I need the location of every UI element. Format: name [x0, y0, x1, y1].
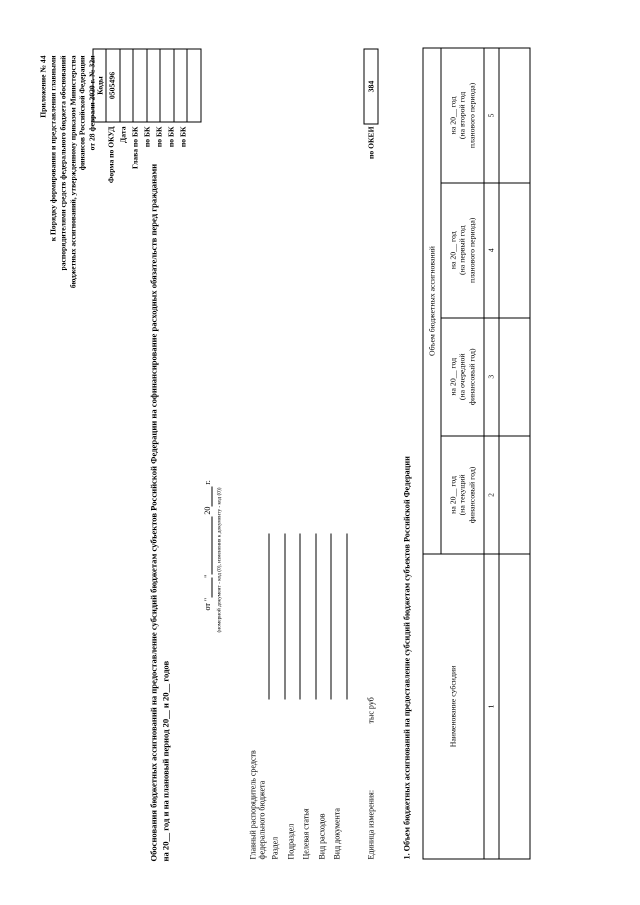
date-prefix: от " — [202, 597, 212, 610]
appendix-line-4: бюджетных ассигнований, утвержденному пр… — [68, 55, 78, 288]
label-podrazdel: Подраздел — [286, 823, 295, 859]
okei-label: по ОКЕИ — [366, 126, 376, 159]
th-year-plan-1: на 20__ год (на первый год планового пер… — [441, 182, 484, 318]
label-vid-rashodov: Вид расходов — [317, 813, 326, 859]
field-vid-rashodov[interactable] — [319, 533, 335, 699]
code-label-bk-3: по БК — [166, 126, 176, 147]
code-label-okud: Форма по ОКУД — [106, 126, 116, 183]
page-title: Обоснования бюджетных ассигнований на пр… — [149, 161, 172, 861]
th-year-plan-1-note2: планового периода) — [467, 217, 477, 283]
code-value-bk-1[interactable] — [146, 48, 161, 122]
label-main-manager: Главный распорядитель средств федеральног… — [248, 749, 267, 859]
date-suffix: г. — [202, 479, 212, 485]
field-main-manager[interactable] — [251, 533, 273, 699]
page-title-line-1: Обоснования бюджетных ассигнований на пр… — [148, 163, 159, 861]
codes-caption: Коды — [92, 48, 107, 122]
document-date-line: от "" 20 г. — [202, 479, 213, 610]
page-title-line-2: на 20__ год и на плановый период 20__ и … — [160, 660, 171, 861]
cell-subsidy-name[interactable] — [499, 553, 530, 859]
date-month-field[interactable] — [202, 516, 213, 575]
label-vid-dokumenta: Вид документа — [332, 807, 342, 859]
code-value-date[interactable] — [119, 48, 134, 122]
col-number-2: 2 — [484, 435, 499, 554]
code-label-bk-1: по БК — [142, 126, 152, 147]
rotated-sheet-wrapper: Приложение № 44 к Порядку формирования и… — [30, 30, 611, 875]
unit-value: тыс руб — [366, 696, 376, 723]
form-field-labels: Главный распорядитель средств федеральног… — [249, 709, 349, 859]
budget-allocations-table: Наименование субсидии Объем бюджетных ас… — [423, 47, 531, 859]
th-year-plan-1-note1: (на первый год — [457, 225, 467, 275]
code-label-bk-4: по БК — [178, 126, 188, 147]
cell-amount-plan-2[interactable] — [499, 47, 530, 183]
th-year-current-year: на 20__ год — [448, 475, 458, 514]
th-subsidy-name: Наименование субсидии — [423, 553, 484, 859]
appendix-line-5: финансов Российской Федерации — [77, 55, 87, 170]
form-sheet: Приложение № 44 к Порядку формирования и… — [30, 30, 611, 875]
code-value-bk-3[interactable] — [173, 48, 188, 122]
field-razdel[interactable] — [273, 533, 289, 699]
field-celevaya-statya[interactable] — [304, 533, 320, 699]
date-day-field[interactable] — [202, 577, 213, 598]
form-field-inputs — [251, 533, 351, 699]
col-number-4: 4 — [484, 182, 499, 318]
th-year-next: на 20__ год (на очередной финансовый год… — [441, 317, 484, 436]
appendix-reference: Приложение № 44 к Порядку формирования и… — [39, 55, 98, 355]
date-year-prefix: 20 — [202, 506, 212, 515]
th-year-plan-2: на 20__ год (на второй год планового пер… — [441, 47, 484, 183]
code-value-bk-4[interactable] — [186, 48, 201, 122]
codes-box: Коды 0505496 — [92, 48, 201, 122]
th-year-next-note1: (на очередной — [457, 352, 467, 400]
field-vid-dokumenta[interactable] — [335, 533, 351, 699]
code-label-bk-2: по БК — [154, 126, 164, 147]
cell-amount-plan-1[interactable] — [499, 182, 530, 318]
th-year-plan-2-note2: планового периода) — [467, 82, 477, 148]
appendix-line-2: к Порядку формирования и представления г… — [48, 55, 58, 241]
code-label-glava-bk: Глава по БК — [130, 126, 140, 169]
okei-value: 384 — [363, 48, 379, 124]
unit-label: Единица измерения: — [366, 789, 376, 859]
th-year-plan-1-year: на 20__ год — [448, 230, 458, 269]
table-row[interactable] — [499, 47, 530, 859]
th-year-next-note2: финансовый год) — [467, 347, 477, 405]
th-year-plan-2-note1: (на второй год — [457, 91, 467, 139]
col-number-1: 1 — [484, 553, 499, 859]
label-celevaya-statya: Целевая статья — [301, 807, 311, 859]
th-group-allocations: Объем бюджетных ассигнований — [423, 47, 441, 554]
th-year-next-year: на 20__ год — [448, 357, 458, 396]
section-heading: 1. Объем бюджетных ассигнований на предо… — [402, 455, 412, 859]
field-podrazdel[interactable] — [288, 533, 304, 699]
code-value-bk-2[interactable] — [159, 48, 174, 122]
appendix-line-1: Приложение № 44 — [38, 55, 48, 118]
col-number-5: 5 — [484, 47, 499, 183]
col-number-3: 3 — [484, 317, 499, 436]
cell-amount-next[interactable] — [499, 317, 530, 436]
code-label-date: Дата — [118, 126, 128, 143]
appendix-line-3: распорядителями средств федерального бюд… — [58, 55, 68, 271]
label-razdel: Раздел — [270, 836, 280, 859]
th-year-current: на 20__ год (на текущий финансовый год) — [441, 435, 484, 554]
th-year-current-note1: (на текущий — [457, 473, 467, 515]
code-value-glava-bk[interactable] — [132, 48, 147, 122]
cell-amount-current[interactable] — [499, 435, 530, 554]
document-type-note: (номерной документ - код (0), изменения … — [216, 486, 223, 632]
th-year-current-note2: финансовый год) — [467, 466, 477, 523]
code-value-okud[interactable]: 0505496 — [105, 48, 120, 122]
date-year-field[interactable] — [202, 486, 213, 507]
th-year-plan-2-year: на 20__ год — [448, 96, 458, 134]
